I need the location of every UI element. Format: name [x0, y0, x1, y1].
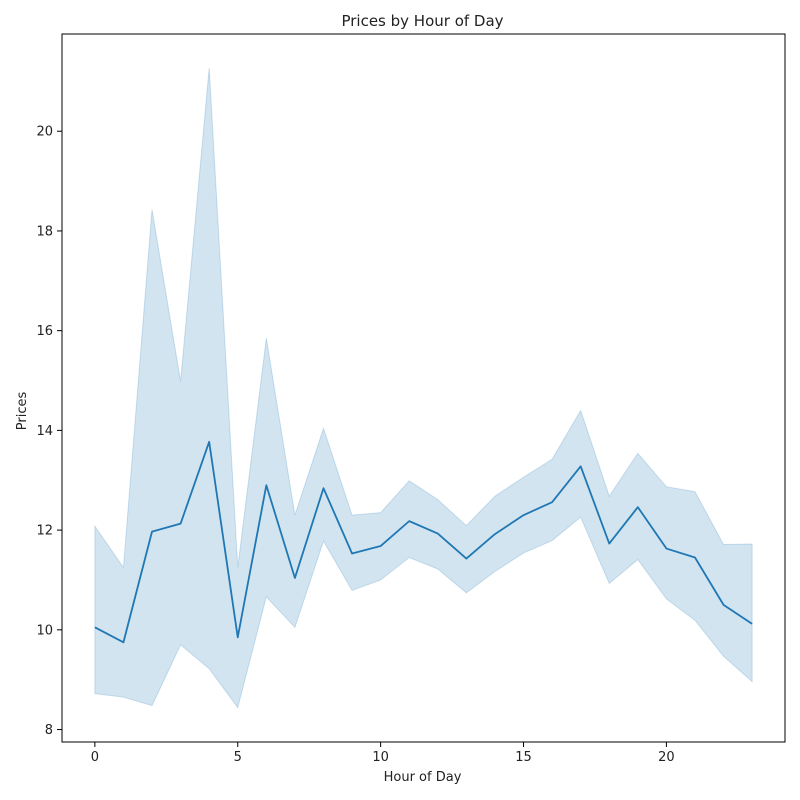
y-tick-label: 12 — [36, 524, 53, 539]
series-line — [94, 440, 753, 644]
chart-title: Prices by Hour of Day — [341, 12, 503, 30]
y-axis-label: Prices — [15, 392, 30, 431]
x-axis-label: Hour of Day — [384, 770, 462, 785]
x-tick-label: 5 — [234, 750, 242, 765]
x-tick-label: 10 — [372, 750, 389, 765]
confidence-band — [94, 67, 753, 709]
plot-area: 0 5 10 15 20 8 10 12 14 16 18 20 — [36, 33, 786, 765]
x-tick-label: 15 — [515, 750, 532, 765]
y-tick-label: 16 — [36, 324, 53, 339]
axes-frame — [61, 33, 786, 743]
y-tick-label: 20 — [36, 125, 53, 140]
y-tick-label: 10 — [36, 623, 53, 638]
x-tick-label: 20 — [658, 750, 675, 765]
y-tick-label: 8 — [45, 723, 53, 738]
y-tick-label: 14 — [36, 424, 53, 439]
y-tick-label: 18 — [36, 224, 53, 239]
x-tick-label: 0 — [91, 750, 99, 765]
